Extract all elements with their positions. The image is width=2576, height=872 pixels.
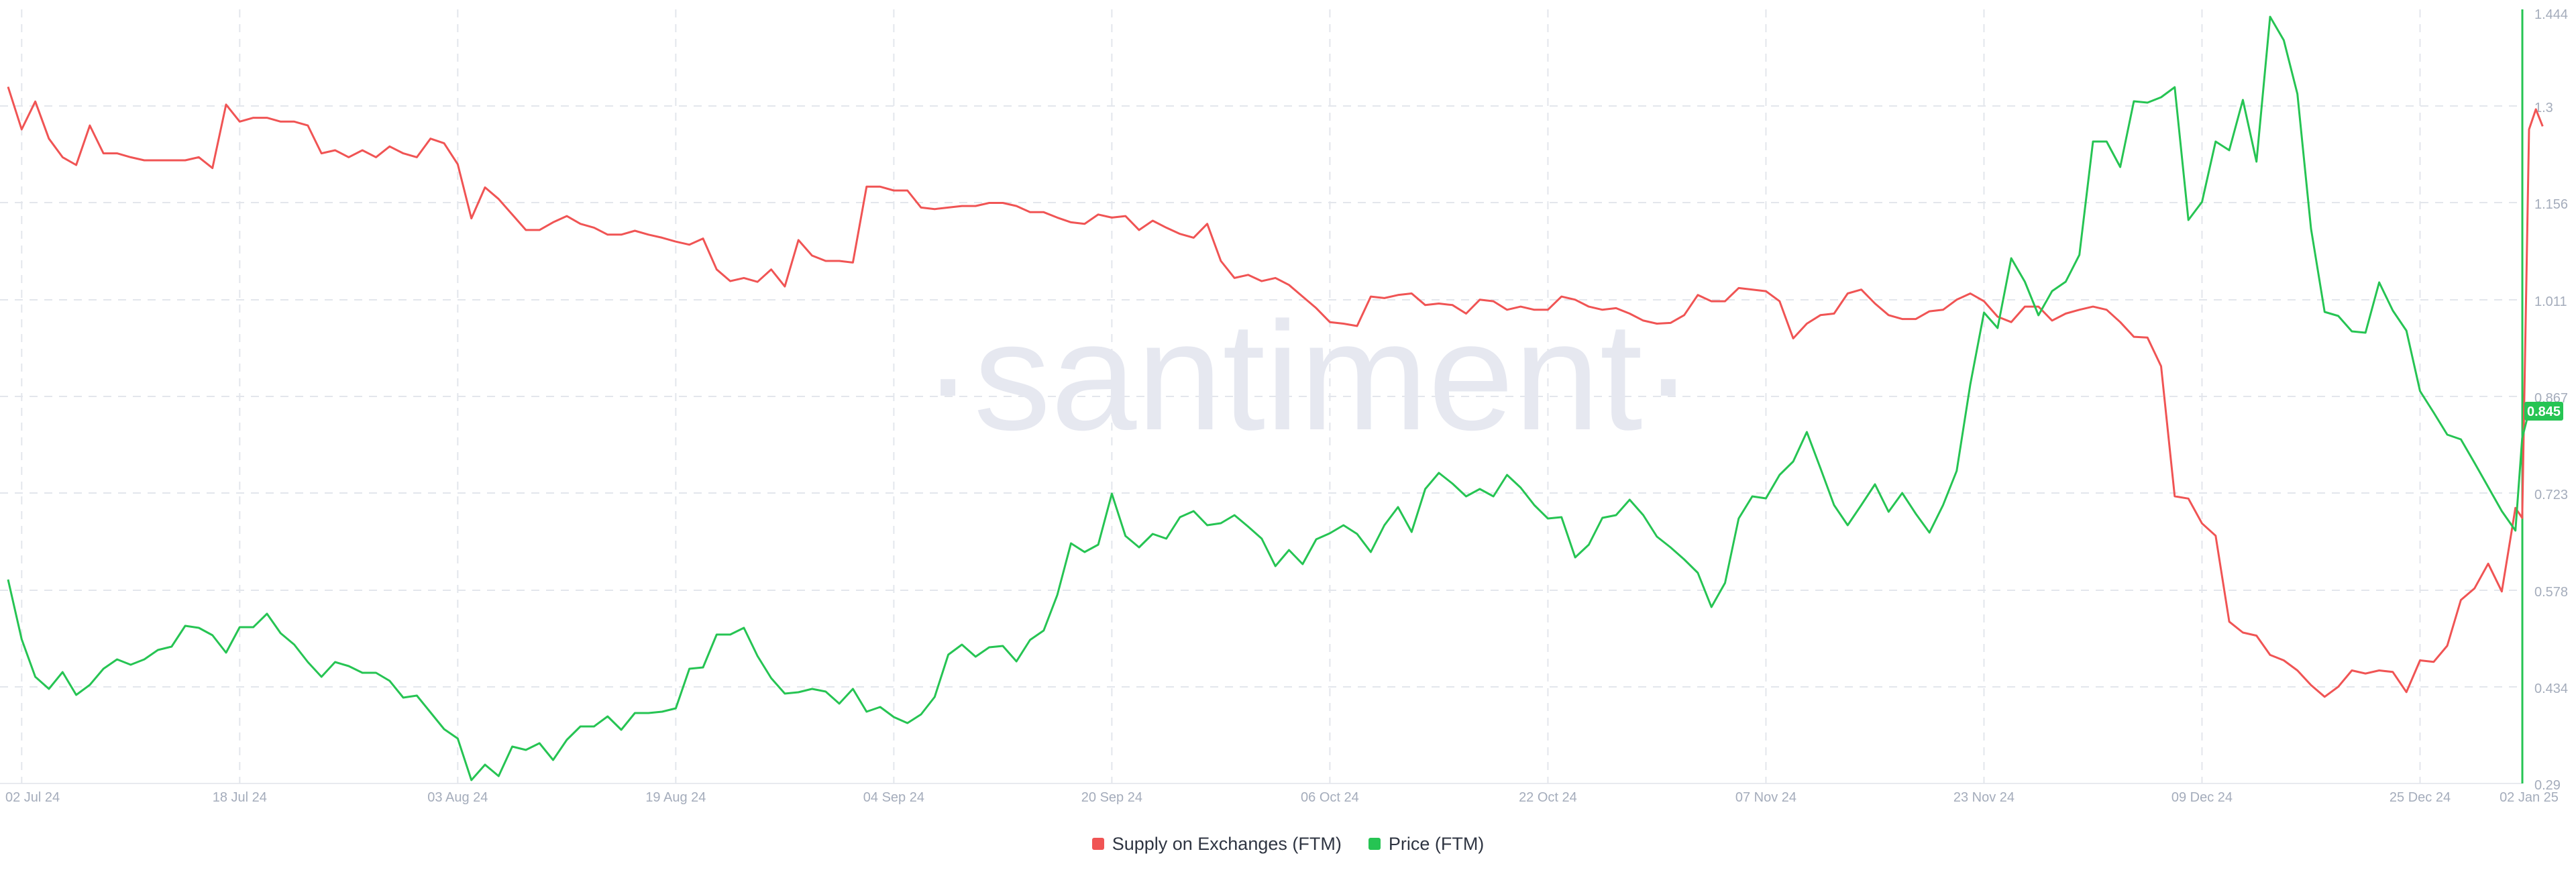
price-tick-label: 0.723	[2534, 488, 2568, 502]
price-tick-label: 1.156	[2534, 197, 2568, 212]
x-tick-label: 06 Oct 24	[1301, 790, 1359, 805]
price-tick-label: 1.011	[2534, 294, 2567, 309]
price-axis-ticks: 1.4441.31.1561.0110.8670.7230.5780.4340.…	[2534, 7, 2568, 793]
supply-line	[7, 86, 2544, 698]
x-tick-label: 18 Jul 24	[213, 790, 267, 805]
x-tick-label: 03 Aug 24	[427, 790, 488, 805]
grid	[0, 9, 2522, 784]
price-tick-label: 1.3	[2534, 101, 2553, 115]
price-badge-bg	[2524, 402, 2563, 421]
price-badge: 0.845	[2524, 402, 2563, 421]
x-tick-label: 09 Dec 24	[2171, 790, 2233, 805]
x-tick-label: 02 Jan 25	[2500, 790, 2559, 805]
x-tick-label: 23 Nov 24	[1953, 790, 2015, 805]
legend-swatch-price	[1368, 838, 1381, 850]
x-axis-ticks: 02 Jul 24 18 Jul 24 03 Aug 24 19 Aug 24 04 S…	[5, 790, 2559, 805]
santiment-watermark: ·santiment·	[922, 290, 1694, 462]
x-tick-label: 04 Sep 24	[863, 790, 924, 805]
x-tick-label: 07 Nov 24	[1735, 790, 1796, 805]
legend-item-supply[interactable]: Supply on Exchanges (FTM)	[1091, 833, 1342, 855]
x-tick-label: 22 Oct 24	[1519, 790, 1577, 805]
legend-swatch-supply	[1091, 838, 1104, 850]
legend-label-supply: Supply on Exchanges (FTM)	[1112, 833, 1342, 854]
legend-label-price: Price (FTM)	[1388, 833, 1485, 854]
x-tick-label: 02 Jul 24	[5, 790, 60, 805]
legend-item-price[interactable]: Price (FTM)	[1368, 834, 1484, 855]
price-tick-label: 0.578	[2534, 585, 2568, 600]
price-tick-label: 1.444	[2534, 7, 2568, 22]
price-tick-label: 0.434	[2534, 682, 2568, 696]
price-tick-label: 0.29	[2534, 778, 2561, 793]
x-tick-label: 19 Aug 24	[645, 790, 706, 805]
legend: Supply on Exchanges (FTM) Price (FTM)	[0, 829, 2576, 859]
x-tick-label: 20 Sep 24	[1081, 790, 1142, 805]
series-lines	[7, 15, 2544, 781]
price-badge-label: 0.845	[2527, 404, 2561, 419]
x-tick-label: 25 Dec 24	[2390, 790, 2451, 805]
price-line	[7, 15, 2530, 781]
chart: ·santiment· 02 Jul 24 18 Jul 24 03 Aug 24 1…	[0, 7, 2568, 805]
